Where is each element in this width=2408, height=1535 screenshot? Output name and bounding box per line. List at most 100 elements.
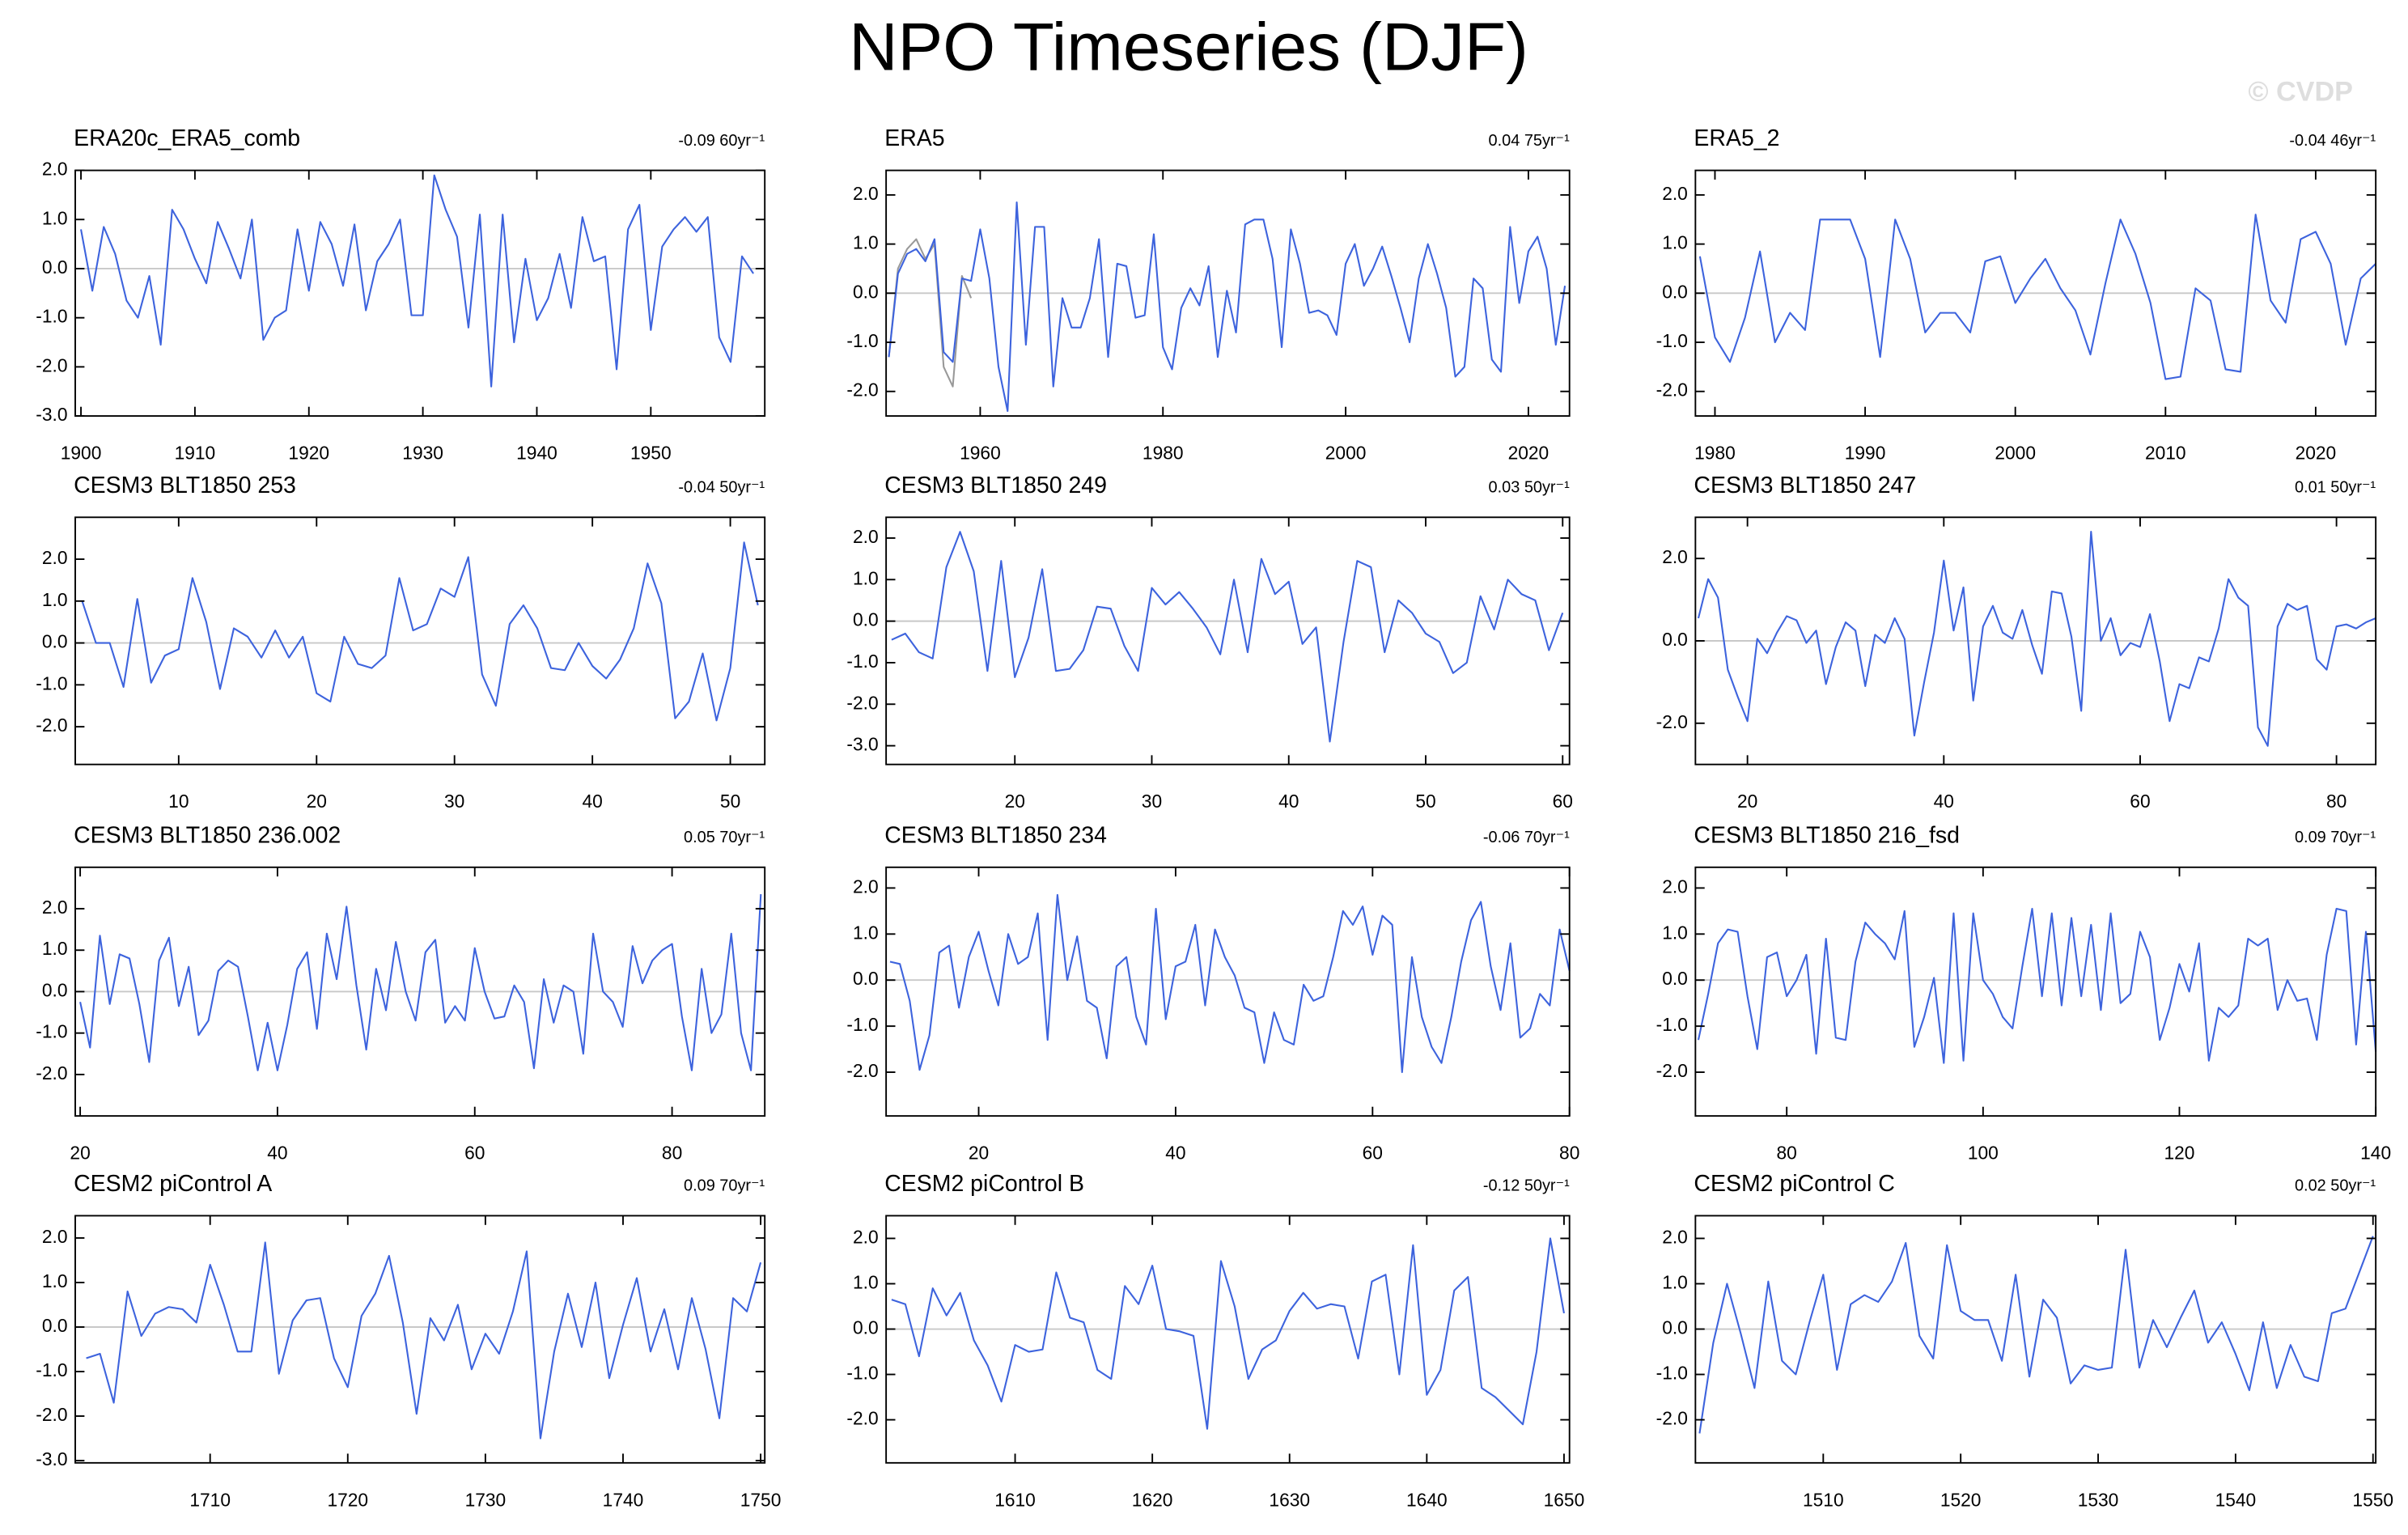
x-tick-label: 80 bbox=[2326, 791, 2347, 812]
y-tick-label: -2.0 bbox=[846, 380, 878, 401]
panel-title: ERA5_2 bbox=[1694, 125, 1779, 151]
x-tick-label: 2020 bbox=[1508, 443, 1550, 464]
series-line bbox=[1698, 1236, 2374, 1434]
y-tick-label: -1.0 bbox=[36, 1359, 67, 1380]
y-tick-label: -1.0 bbox=[36, 1021, 67, 1042]
y-tick-label: 1.0 bbox=[42, 1270, 68, 1291]
x-tick-label: 10 bbox=[168, 791, 189, 812]
x-tick-label: 1540 bbox=[2215, 1489, 2257, 1510]
trend-label: -0.04 50yr⁻¹ bbox=[678, 479, 765, 497]
y-tick-label: -1.0 bbox=[1656, 1014, 1688, 1035]
panel: CESM3 BLT1850 249 0.03 50yr⁻¹ -3.0 -2.0 -1.0… bbox=[846, 473, 1572, 812]
y-tick-label: -2.0 bbox=[36, 1404, 67, 1425]
x-tick-label: 1530 bbox=[2078, 1489, 2119, 1510]
plot-frame bbox=[74, 169, 766, 418]
watermark: © CVDP bbox=[2248, 77, 2353, 108]
x-tick-label: 30 bbox=[1142, 791, 1162, 812]
trend-label: 0.05 70yr⁻¹ bbox=[684, 829, 765, 846]
y-tick-label: -1.0 bbox=[846, 1014, 878, 1035]
y-tick-label: -3.0 bbox=[36, 1448, 67, 1469]
trend-label: -0.04 46yr⁻¹ bbox=[2289, 132, 2376, 150]
series-line bbox=[79, 894, 762, 1071]
y-tick-label: 0.0 bbox=[42, 1315, 68, 1336]
y-tick-label: 2.0 bbox=[1662, 876, 1688, 897]
y-tick-label: 0.0 bbox=[853, 609, 879, 630]
x-tick-label: 80 bbox=[662, 1143, 682, 1164]
series-line bbox=[86, 1241, 762, 1440]
trend-label: -0.12 50yr⁻¹ bbox=[1483, 1177, 1570, 1195]
x-tick-label: 40 bbox=[1278, 791, 1299, 812]
y-tick-label: -1.0 bbox=[846, 1363, 878, 1384]
x-tick-label: 1520 bbox=[1940, 1489, 1982, 1510]
panel-title: CESM3 BLT1850 234 bbox=[884, 822, 1107, 848]
y-tick-label: 2.0 bbox=[42, 159, 68, 180]
plot-frame bbox=[885, 866, 1571, 1117]
x-tick-label: 1550 bbox=[2352, 1489, 2393, 1510]
x-tick-label: 1960 bbox=[960, 443, 1001, 464]
y-tick-label: 1.0 bbox=[1662, 1272, 1688, 1293]
panel: CESM2 piControl C 0.02 50yr⁻¹ -2.0 -1.0 0.0 1… bbox=[1656, 1171, 2393, 1510]
x-tick-label: 20 bbox=[307, 791, 327, 812]
panel: CESM2 piControl B -0.12 50yr⁻¹ -2.0 -1.0 0.0… bbox=[846, 1171, 1584, 1510]
x-tick-label: 1650 bbox=[1544, 1489, 1585, 1510]
y-tick-label: -2.0 bbox=[36, 714, 67, 736]
panel-title: CESM3 BLT1850 249 bbox=[884, 473, 1107, 498]
x-tick-label: 1900 bbox=[61, 443, 102, 464]
y-tick-label: 2.0 bbox=[853, 183, 879, 204]
y-tick-label: -1.0 bbox=[1656, 1363, 1688, 1384]
y-tick-label: 0.0 bbox=[1662, 629, 1688, 650]
y-tick-label: -1.0 bbox=[1656, 330, 1688, 351]
x-tick-label: 1990 bbox=[1845, 443, 1886, 464]
panel: CESM3 BLT1850 247 0.01 50yr⁻¹ -2.0 0.0 2.0 20… bbox=[1656, 473, 2377, 812]
figure-title: NPO Timeseries (DJF) bbox=[849, 9, 1528, 85]
x-tick-label: 20 bbox=[1005, 791, 1025, 812]
panel-title: CESM3 BLT1850 216_fsd bbox=[1694, 822, 1960, 848]
panel: CESM3 BLT1850 236.002 0.05 70yr⁻¹ -2.0 -1.0… bbox=[36, 822, 766, 1164]
series-line bbox=[80, 174, 754, 388]
x-tick-label: 30 bbox=[444, 791, 464, 812]
panel: CESM3 BLT1850 253 -0.04 50yr⁻¹ -2.0 -1.0 0.0… bbox=[36, 473, 766, 812]
panel-title: ERA20c_ERA5_comb bbox=[74, 125, 300, 151]
trend-label: 0.09 70yr⁻¹ bbox=[684, 1177, 765, 1195]
y-tick-label: 0.0 bbox=[853, 1317, 879, 1338]
y-tick-label: 0.0 bbox=[42, 979, 68, 1000]
y-tick-label: 2.0 bbox=[1662, 183, 1688, 204]
trend-label: 0.02 50yr⁻¹ bbox=[2295, 1177, 2376, 1195]
panel-title: CESM3 BLT1850 236.002 bbox=[74, 822, 341, 848]
y-tick-label: 0.0 bbox=[853, 281, 879, 302]
y-tick-label: 2.0 bbox=[42, 1226, 68, 1247]
x-tick-label: 1980 bbox=[1143, 443, 1184, 464]
y-tick-label: 1.0 bbox=[42, 589, 68, 610]
y-tick-label: 2.0 bbox=[853, 1226, 879, 1247]
series-line bbox=[889, 893, 1571, 1074]
x-tick-label: 60 bbox=[1553, 791, 1573, 812]
x-tick-label: 1750 bbox=[740, 1489, 782, 1510]
y-tick-label: -3.0 bbox=[846, 734, 878, 755]
x-tick-label: 20 bbox=[1737, 791, 1757, 812]
series-line bbox=[1698, 214, 2376, 380]
x-tick-label: 120 bbox=[2164, 1143, 2194, 1164]
x-tick-label: 1720 bbox=[327, 1489, 368, 1510]
y-tick-label: 2.0 bbox=[853, 526, 879, 547]
x-tick-label: 2020 bbox=[2296, 443, 2337, 464]
y-tick-label: -2.0 bbox=[1656, 1408, 1688, 1429]
trend-label: 0.04 75yr⁻¹ bbox=[1489, 132, 1571, 150]
y-tick-label: 1.0 bbox=[853, 922, 879, 943]
panel: CESM3 BLT1850 216_fsd 0.09 70yr⁻¹ -2.0 -1.0… bbox=[1656, 822, 2391, 1163]
y-tick-label: 0.0 bbox=[42, 631, 68, 652]
y-tick-label: 2.0 bbox=[1662, 546, 1688, 567]
x-tick-label: 1730 bbox=[465, 1489, 507, 1510]
y-tick-label: 2.0 bbox=[853, 876, 879, 897]
x-tick-label: 2000 bbox=[1325, 443, 1367, 464]
series-line bbox=[891, 1237, 1565, 1430]
x-tick-label: 80 bbox=[1559, 1143, 1579, 1164]
x-tick-label: 40 bbox=[582, 791, 602, 812]
x-tick-label: 100 bbox=[1968, 1143, 1999, 1164]
panel-title: CESM2 piControl A bbox=[74, 1171, 272, 1197]
y-tick-label: 2.0 bbox=[1662, 1226, 1688, 1247]
x-tick-label: 20 bbox=[70, 1143, 90, 1164]
x-tick-label: 50 bbox=[1415, 791, 1435, 812]
x-tick-label: 1940 bbox=[516, 443, 557, 464]
x-tick-label: 60 bbox=[464, 1143, 485, 1164]
